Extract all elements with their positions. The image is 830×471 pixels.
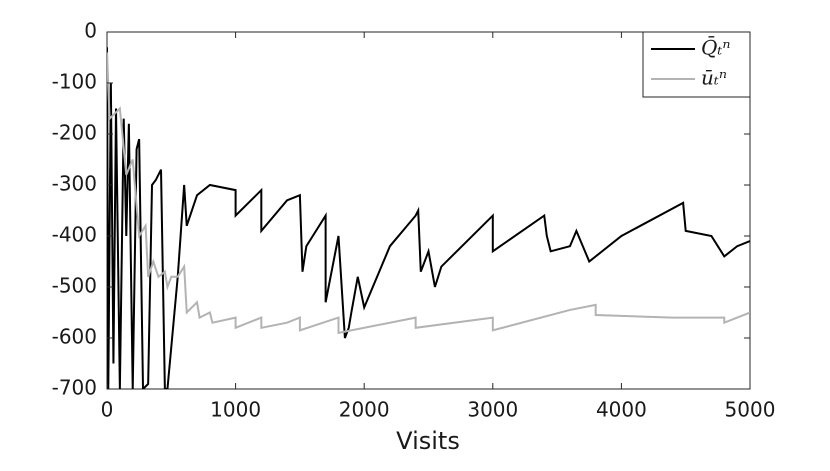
x-tick-label: 2000 <box>339 398 390 422</box>
x-tick-label: 1000 <box>210 398 261 422</box>
x-tick-label: 5000 <box>725 398 776 422</box>
legend-label: ūₜⁿ <box>701 66 727 90</box>
y-tick-label: -700 <box>52 376 97 400</box>
y-tick-label: -200 <box>52 121 97 145</box>
series-line <box>107 47 750 389</box>
y-tick-label: -100 <box>52 70 97 94</box>
y-tick-label: -500 <box>52 274 97 298</box>
lines <box>107 47 750 389</box>
legend-label: Q̄ₜⁿ <box>701 35 730 60</box>
x-axis-label: Visits <box>396 427 460 455</box>
x-tick-label: 4000 <box>596 398 647 422</box>
series-line <box>107 52 750 335</box>
legend-box <box>642 31 751 98</box>
y-tick-label: -600 <box>52 325 97 349</box>
x-tick-label: 0 <box>101 398 114 422</box>
x-tick-label: 3000 <box>467 398 518 422</box>
y-tick-label: 0 <box>84 19 97 43</box>
y-tick-label: -400 <box>52 223 97 247</box>
y-tick-label: -300 <box>52 172 97 196</box>
